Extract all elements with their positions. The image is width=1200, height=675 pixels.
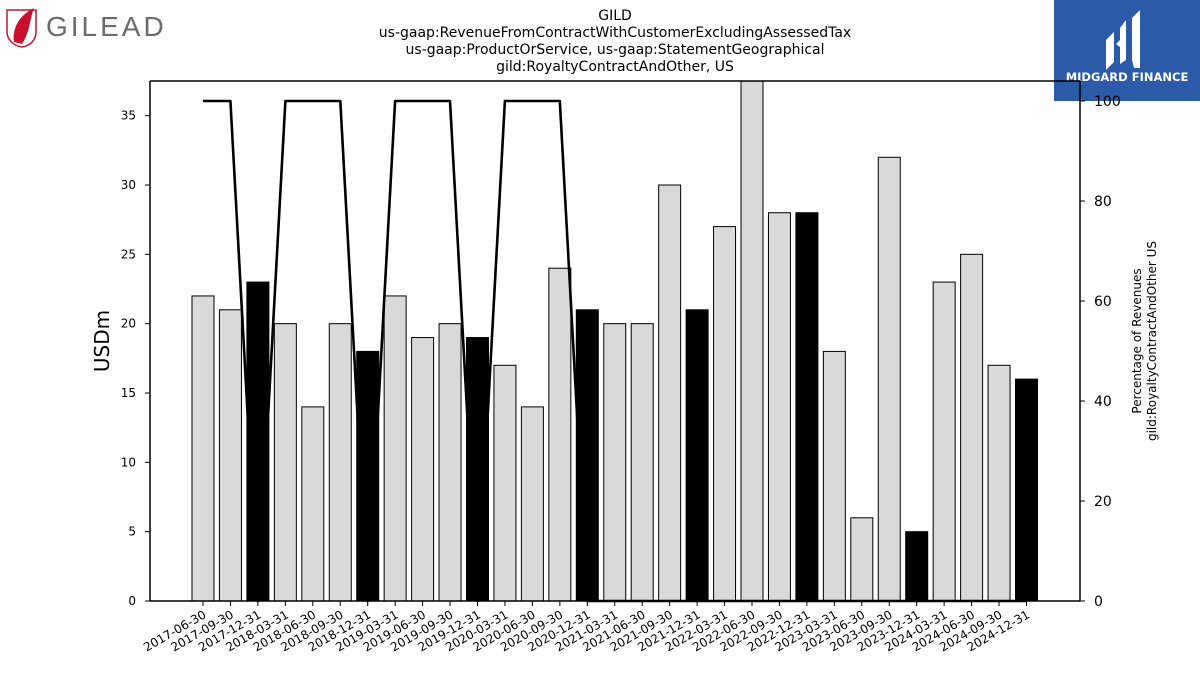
bar-2018-09-30 bbox=[328, 323, 352, 602]
gilead-logo-text: GILEAD bbox=[46, 11, 164, 42]
y-axis-label-right-line: gild:RoyaltyContractAndOther US bbox=[1145, 241, 1159, 441]
bar-2022-03-31 bbox=[713, 226, 737, 602]
bar-2024-06-30 bbox=[960, 253, 984, 602]
bar-2019-03-31 bbox=[383, 295, 407, 602]
y-axis-label-right: Percentage of Revenues gild:RoyaltyContra… bbox=[1130, 241, 1159, 441]
y-tick-right-label: 60 bbox=[1094, 294, 1112, 310]
bar-2022-12-31 bbox=[795, 212, 819, 602]
bars bbox=[191, 80, 1038, 602]
bar-2024-09-30 bbox=[987, 364, 1011, 602]
y-tick-left-label: 30 bbox=[121, 178, 136, 192]
bar-2023-06-30 bbox=[850, 517, 874, 602]
y-tick-right-label: 80 bbox=[1094, 194, 1112, 210]
y-axis-right-ticks: 0 20 40 60 80 100 bbox=[1080, 94, 1121, 610]
chart-title: GILDus-gaap:RevenueFromContractWithCusto… bbox=[379, 8, 851, 75]
bar-2019-09-30 bbox=[438, 323, 462, 602]
midgard-finance-logo: MIDGARD FINANCE bbox=[1054, 0, 1200, 101]
y-tick-left-label: 20 bbox=[121, 317, 136, 331]
y-tick-left-label: 0 bbox=[128, 594, 136, 608]
y-tick-right-label: 0 bbox=[1094, 594, 1103, 610]
y-tick-left-label: 5 bbox=[128, 525, 136, 539]
bar-2021-12-31 bbox=[685, 309, 709, 602]
y-tick-right-label: 20 bbox=[1094, 494, 1112, 510]
gilead-logo-leaf bbox=[13, 8, 34, 44]
y-tick-right-label: 100 bbox=[1094, 94, 1121, 110]
bar-2020-06-30 bbox=[520, 406, 544, 602]
bar-2019-06-30 bbox=[411, 337, 435, 602]
gilead-logo: GILEAD bbox=[4, 4, 164, 50]
y-tick-right-label: 40 bbox=[1094, 394, 1112, 410]
y-axis-label-right-line: Percentage of Revenues bbox=[1130, 268, 1144, 413]
midgard-logo-text: MIDGARD FINANCE bbox=[1066, 70, 1189, 84]
bar-2022-09-30 bbox=[767, 212, 791, 602]
bar-2023-03-31 bbox=[822, 350, 846, 602]
axes bbox=[149, 80, 1081, 602]
bar-2024-12-31 bbox=[1015, 378, 1038, 602]
bar-2018-06-30 bbox=[301, 406, 325, 602]
y-tick-left-label: 25 bbox=[121, 247, 136, 261]
bar-2017-06-30 bbox=[191, 295, 215, 602]
bar-2021-03-31 bbox=[603, 323, 627, 602]
x-axis-ticks: 2017-06-302017-09-302017-12-312018-03-31… bbox=[141, 601, 1032, 654]
bar-2021-09-30 bbox=[658, 184, 682, 602]
bar-2023-09-30 bbox=[877, 156, 901, 602]
y-axis-left-ticks: 0 5 10 15 20 25 30 35 bbox=[121, 109, 150, 608]
bar-2018-03-31 bbox=[273, 323, 297, 602]
midgard-logo-mark bbox=[1106, 10, 1140, 70]
y-axis-label-left: USDm bbox=[90, 310, 114, 372]
bar-2021-06-30 bbox=[630, 323, 654, 602]
bar-2022-06-30 bbox=[740, 80, 764, 602]
bar-2024-03-31 bbox=[932, 281, 956, 602]
chart-title-line: us-gaap:ProductOrService, us-gaap:Statem… bbox=[405, 42, 824, 58]
y-tick-left-label: 10 bbox=[121, 455, 136, 469]
y-tick-left-label: 35 bbox=[121, 109, 136, 123]
bar-2023-12-31 bbox=[905, 531, 929, 602]
bar-2020-03-31 bbox=[493, 364, 517, 602]
y-tick-left-label: 15 bbox=[121, 386, 136, 400]
chart-title-line: GILD bbox=[598, 8, 632, 24]
chart-title-line: gild:RoyaltyContractAndOther, US bbox=[496, 59, 734, 75]
bar-2017-09-30 bbox=[218, 309, 242, 602]
chart-title-line: us-gaap:RevenueFromContractWithCustomerE… bbox=[379, 25, 851, 41]
bar-2020-09-30 bbox=[548, 267, 572, 602]
